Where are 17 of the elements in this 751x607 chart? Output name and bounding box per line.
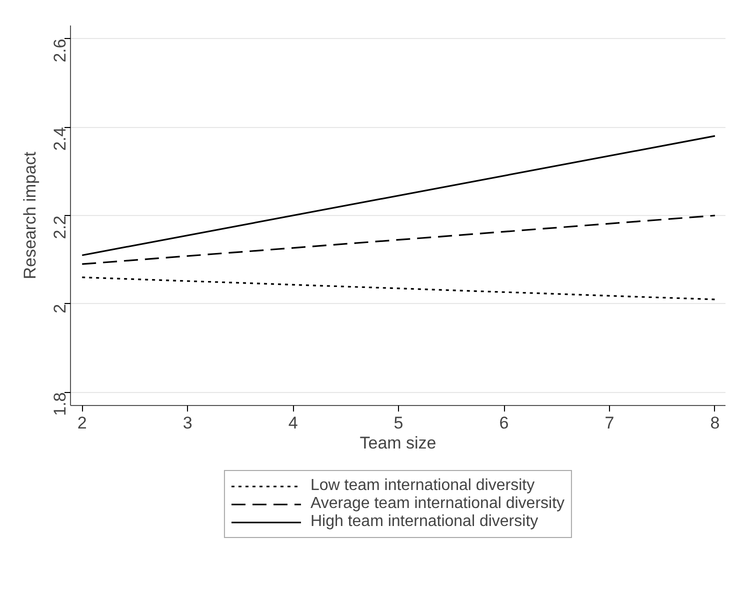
legend-label: Average team international diversity xyxy=(310,495,565,513)
y-tick-label: 2.2 xyxy=(50,215,70,240)
y-axis-title: Research impact xyxy=(20,151,40,280)
x-tick-label: 3 xyxy=(182,414,192,432)
y-tick-label: 2.6 xyxy=(50,38,70,62)
x-tick-label: 7 xyxy=(604,414,614,432)
x-axis-title: Team size xyxy=(360,434,436,452)
legend-label: Low team international diversity xyxy=(310,477,535,495)
x-tick-label: 8 xyxy=(710,414,720,432)
x-tick-label: 5 xyxy=(394,414,404,432)
legend-label: High team international diversity xyxy=(310,513,538,531)
x-tick-label: 2 xyxy=(77,414,87,432)
y-tick-label: 2 xyxy=(50,304,70,314)
x-tick-label: 4 xyxy=(288,414,298,432)
y-tick-label: 2.4 xyxy=(50,127,70,151)
x-tick-label: 6 xyxy=(499,414,509,432)
y-tick-label: 1.8 xyxy=(50,392,70,416)
